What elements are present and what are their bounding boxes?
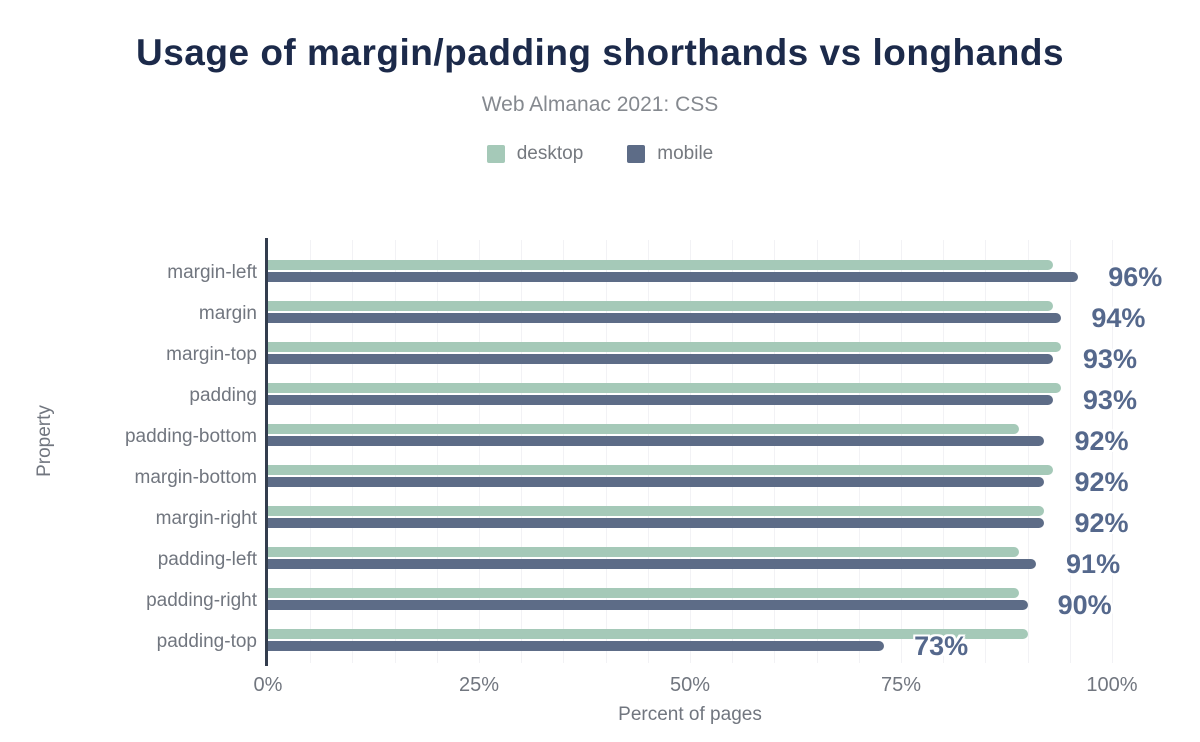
- category-label: margin-right: [155, 507, 257, 529]
- gridline: [774, 240, 776, 663]
- mobile-bar: [268, 353, 1053, 364]
- legend-label: desktop: [516, 143, 584, 164]
- gridline: [1069, 240, 1071, 663]
- desktop-bar: [268, 423, 1020, 434]
- x-axis-title: Percent of pages: [618, 704, 762, 725]
- value-label: 93%: [1082, 384, 1137, 415]
- chart-subtitle: Web Almanac 2021: CSS: [481, 93, 719, 116]
- mobile-bar: [268, 394, 1053, 405]
- desktop-bar: [268, 259, 1053, 270]
- mobile-bar: [268, 312, 1062, 323]
- desktop-bar: [268, 341, 1062, 352]
- mobile-bar: [268, 476, 1045, 487]
- value-label: 93%: [1082, 343, 1137, 374]
- gridline: [858, 240, 860, 663]
- desktop-bar: [268, 382, 1062, 393]
- value-label: 92%: [1074, 425, 1129, 456]
- gridline: [605, 240, 607, 663]
- legend-label: mobile: [657, 143, 714, 164]
- gridline: [985, 240, 987, 663]
- gridline: [690, 240, 691, 663]
- mobile-bar: [268, 435, 1045, 446]
- gridline: [479, 240, 480, 663]
- category-label: padding-right: [146, 589, 257, 611]
- gridline: [310, 240, 312, 663]
- desktop-bar: [268, 464, 1053, 475]
- legend-item-desktop: desktop: [486, 143, 584, 165]
- gridline: [943, 240, 945, 663]
- gridline: [436, 240, 438, 663]
- plot-area: margin-left 96% margin 94% margin-top 93% padd…: [125, 238, 1162, 696]
- y-axis-title: Property: [34, 405, 55, 477]
- category-label: padding-bottom: [124, 425, 257, 447]
- legend-swatch-desktop: [486, 145, 505, 163]
- category-label: margin-top: [166, 343, 257, 365]
- value-label: 92%: [1074, 507, 1129, 538]
- chart-title: Usage of margin/padding shorthands vs lo…: [135, 32, 1065, 73]
- gridline: [352, 240, 354, 663]
- category-label: margin-left: [167, 261, 257, 283]
- x-tick-label: 25%: [458, 674, 500, 696]
- value-label: 92%: [1074, 466, 1129, 497]
- desktop-bar: [268, 587, 1020, 598]
- legend-swatch-mobile: [627, 145, 646, 163]
- category-label: margin-bottom: [134, 466, 258, 488]
- value-label: 94%: [1091, 302, 1146, 333]
- legend: desktop mobile: [0, 143, 1200, 165]
- x-tick-label: 75%: [880, 674, 922, 696]
- mobile-bar: [268, 271, 1079, 282]
- category-label: padding-left: [157, 548, 257, 570]
- category-label: margin: [198, 302, 257, 324]
- gridline: [521, 240, 523, 663]
- mobile-bar: [268, 517, 1045, 528]
- gridline: [816, 240, 818, 663]
- x-tick-label: 50%: [669, 674, 711, 696]
- legend-item-mobile: mobile: [627, 143, 713, 165]
- gridline: [647, 240, 649, 663]
- gridline: [1112, 240, 1113, 663]
- x-tick-label: 100%: [1086, 674, 1138, 696]
- gridline: [732, 240, 734, 663]
- y-axis-line: [265, 238, 268, 666]
- value-label: 73%: [914, 630, 969, 661]
- mobile-bar: [268, 599, 1028, 610]
- value-label: 90%: [1057, 589, 1112, 620]
- category-label: padding: [189, 384, 257, 406]
- gridline: [394, 240, 396, 663]
- desktop-bar: [268, 300, 1053, 311]
- x-tick-label: 0%: [253, 674, 283, 696]
- mobile-bar: [268, 558, 1037, 569]
- gridline: [563, 240, 565, 663]
- desktop-bar: [268, 546, 1020, 557]
- mobile-bar: [268, 640, 885, 651]
- category-label: padding-top: [156, 630, 257, 652]
- value-label: 91%: [1066, 548, 1121, 579]
- gridline: [901, 240, 902, 663]
- gridline: [1027, 240, 1029, 663]
- value-label: 96%: [1108, 261, 1163, 292]
- desktop-bar: [268, 505, 1045, 516]
- desktop-bar: [268, 628, 1028, 639]
